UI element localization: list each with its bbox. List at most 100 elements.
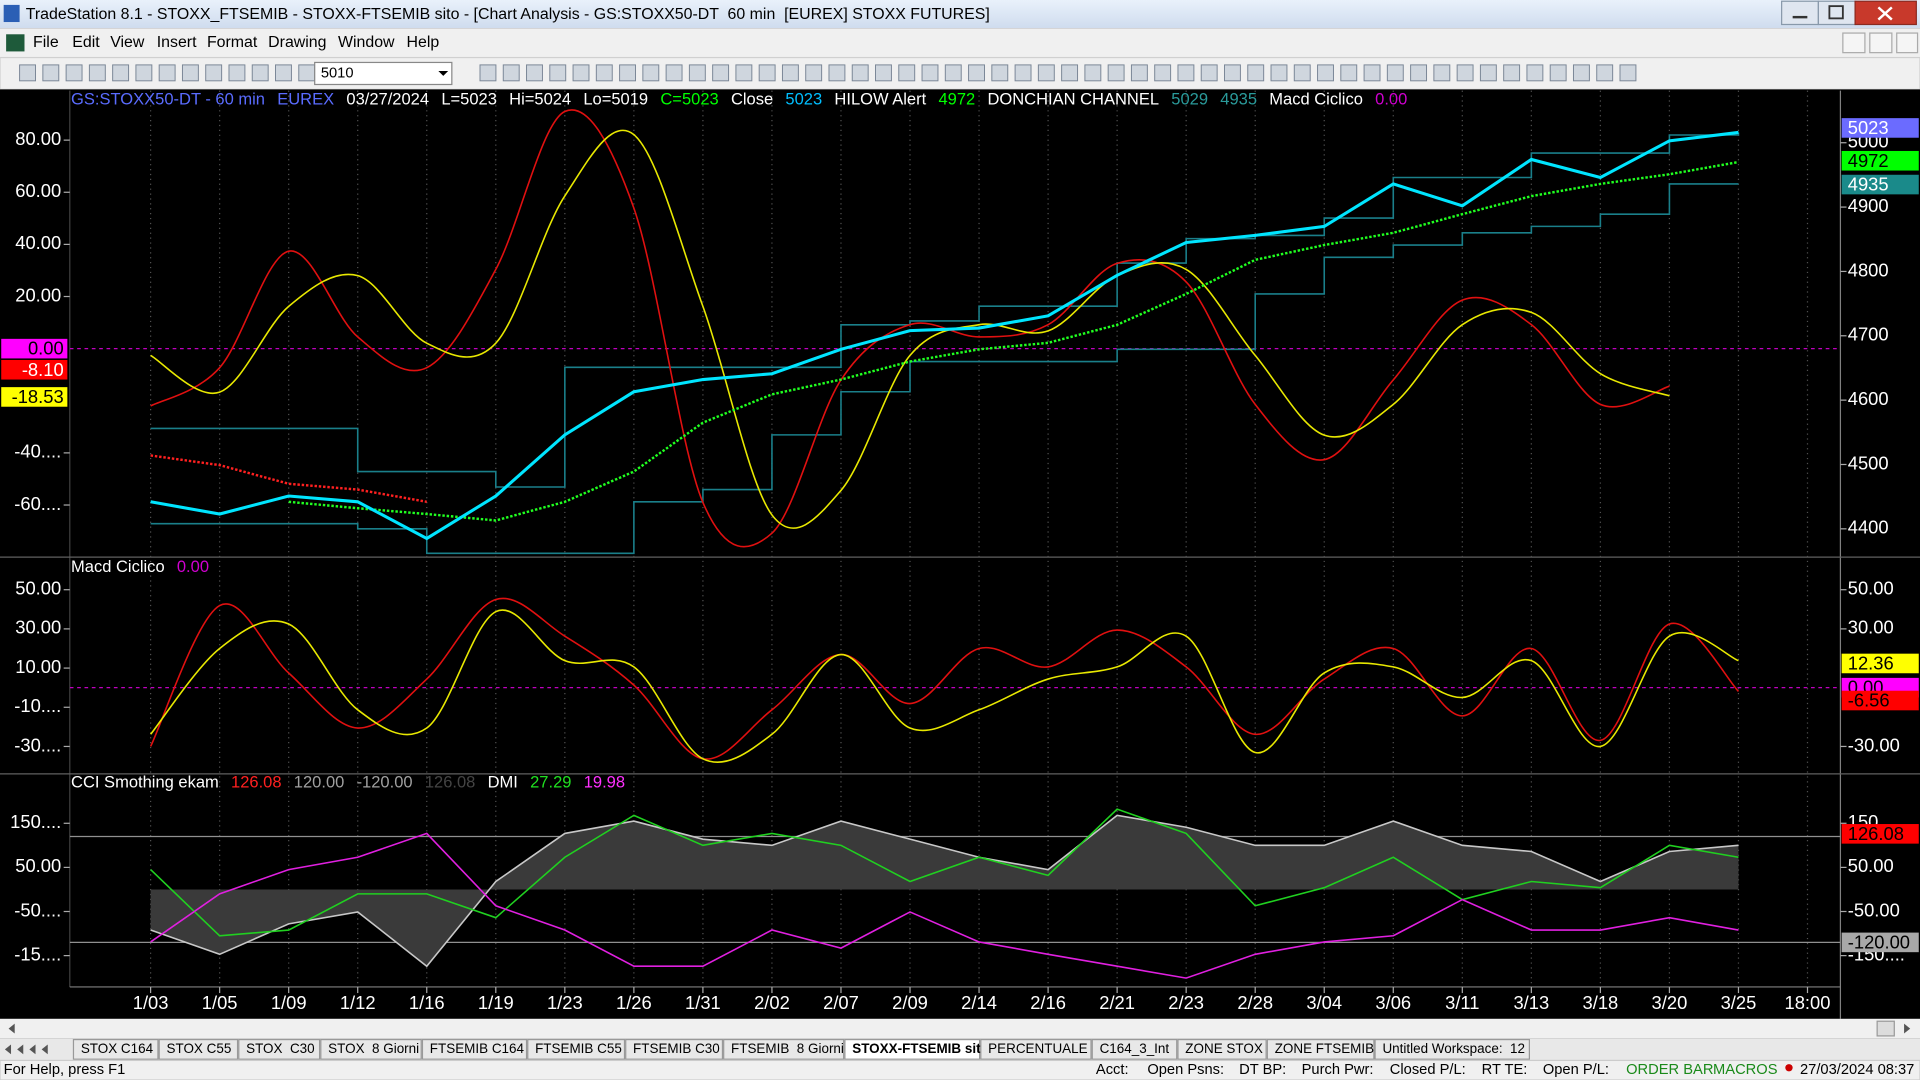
tab-label[interactable]: FTSEMIB C55 [535,1041,622,1056]
tab-label[interactable]: PERCENTUALE [988,1041,1087,1056]
tool-button[interactable] [1270,64,1288,82]
tool-button[interactable] [735,64,753,82]
macros[interactable]: MACROS [1713,1062,1778,1078]
tool-button[interactable] [991,64,1009,82]
tool-button[interactable] [1107,64,1125,82]
tool-button[interactable] [1061,64,1079,82]
tab[interactable] [238,1038,321,1060]
tab[interactable] [844,1038,981,1060]
tool-button[interactable] [1503,64,1521,82]
tool-button[interactable] [1456,64,1474,82]
tool-button[interactable] [1200,64,1218,82]
tool-button[interactable] [619,64,636,82]
tool-button[interactable] [758,64,776,82]
tool-button[interactable] [1037,64,1055,82]
tab-label[interactable]: STOX C30 [246,1041,315,1056]
tool-button[interactable] [875,64,892,82]
tab[interactable] [72,1038,159,1060]
maximize-button[interactable] [1817,0,1856,26]
tool-button[interactable] [1433,64,1451,82]
tool-button[interactable] [526,64,543,82]
tab[interactable] [1177,1038,1267,1060]
tab-label[interactable]: ZONE FTSEMIB [1275,1041,1374,1056]
minimize-button[interactable] [1781,0,1819,26]
tool-button[interactable] [1386,64,1404,82]
order-bar[interactable]: ORDER BAR [1626,1062,1713,1078]
tab-label[interactable]: ZONE STOX [1185,1041,1263,1056]
tool-button[interactable] [1410,64,1428,82]
tool-button[interactable] [65,64,83,82]
tool-button[interactable] [251,64,269,82]
tool-button[interactable] [1084,64,1102,82]
symbol-combo[interactable] [314,61,453,86]
tab[interactable] [1374,1038,1530,1060]
tab[interactable] [980,1038,1092,1060]
scroll-thumb[interactable] [1876,1020,1895,1037]
tool-button[interactable] [135,64,153,82]
tool-button[interactable] [112,64,130,82]
tool-button[interactable] [88,64,106,82]
tool-button[interactable] [502,64,520,82]
tab[interactable] [1091,1038,1178,1060]
tool-button[interactable] [181,64,199,82]
tool-button[interactable] [595,64,613,82]
tab[interactable] [625,1038,724,1060]
tool-button[interactable] [1293,64,1311,82]
menu-item[interactable]: Help [407,34,440,51]
menu-item[interactable]: Drawing [268,34,326,51]
tool-button[interactable] [1177,64,1195,82]
tool-button[interactable] [158,64,176,82]
tab[interactable] [320,1038,422,1060]
tab-label[interactable]: STOX C55 [167,1041,232,1056]
menu-item[interactable]: Window [338,34,395,51]
tab-label[interactable]: FTSEMIB 8 Giorni [731,1041,844,1056]
tool-button[interactable] [898,64,916,82]
tool-button[interactable] [1572,64,1590,82]
menu-item[interactable]: View [110,34,145,51]
tool-button[interactable] [665,64,683,82]
tool-button[interactable] [828,64,846,82]
tool-button[interactable] [944,64,962,82]
tool-button[interactable] [572,64,590,82]
tool-button[interactable] [781,64,799,82]
tool-button[interactable] [851,64,869,82]
tool-button[interactable] [1526,64,1544,82]
tab-label[interactable]: C164_3_Int [1100,1041,1170,1056]
tool-button[interactable] [298,64,316,82]
tool-button[interactable] [1154,64,1172,82]
tool-button[interactable] [805,64,823,82]
tool-button[interactable] [688,64,706,82]
tool-button[interactable] [549,64,567,82]
tool-button[interactable] [712,64,730,82]
tool-button[interactable] [1014,64,1032,82]
tool-button[interactable] [1479,64,1497,82]
tab[interactable] [421,1038,528,1060]
tool-button[interactable] [1317,64,1334,82]
tab-label[interactable]: FTSEMIB C30 [633,1041,720,1056]
tool-button[interactable] [1340,64,1358,82]
tab-label[interactable]: STOX C164 [81,1041,154,1056]
tool-button[interactable] [1363,64,1381,82]
tool-button[interactable] [19,64,36,82]
tool-button[interactable] [275,64,292,82]
tool-button[interactable] [42,64,60,82]
menu-item[interactable]: Insert [157,34,197,51]
tool-button[interactable] [1224,64,1241,82]
menu-item[interactable]: File [33,34,59,51]
tool-button[interactable] [1596,64,1614,82]
tab[interactable] [723,1038,845,1060]
tab-label[interactable]: STOXX-FTSEMIB sito [852,1041,989,1056]
tool-button[interactable] [642,64,660,82]
tab[interactable] [158,1038,239,1060]
tool-button[interactable] [1130,64,1148,82]
tab[interactable] [527,1038,626,1060]
tool-button[interactable] [968,64,985,82]
tool-button[interactable] [479,64,497,82]
tool-button[interactable] [228,64,246,82]
tool-button[interactable] [205,64,223,82]
menu-item[interactable]: Edit [72,34,100,51]
menu-item[interactable]: Format [207,34,258,51]
tool-button[interactable] [1549,64,1567,82]
tool-button[interactable] [1619,64,1637,82]
tab-label[interactable]: FTSEMIB C164 [430,1041,525,1056]
